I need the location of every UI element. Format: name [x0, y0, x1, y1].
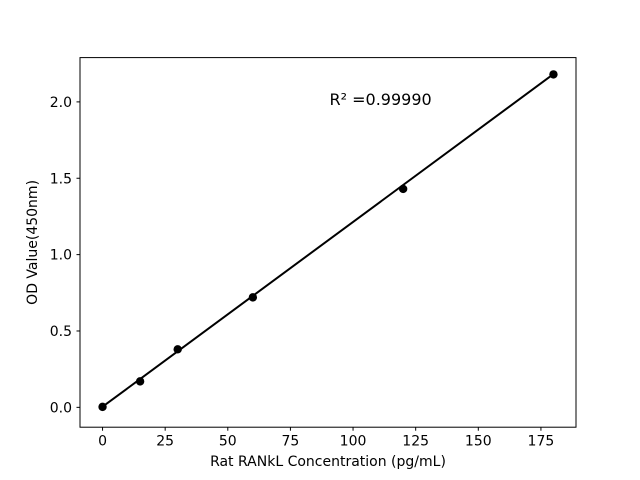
fit-line-segment [101, 73, 555, 408]
y-axis-label: OD Value(450nm) [25, 180, 41, 305]
x-axis-ticks: 0 25 50 75 100 125 150 175 [98, 427, 554, 450]
data-point [549, 70, 558, 79]
data-point [173, 345, 182, 354]
x-tick-label: 125 [402, 434, 429, 450]
data-series [98, 70, 558, 412]
x-tick-label: 150 [465, 434, 492, 450]
x-tick-label: 0 [98, 434, 107, 450]
r-squared-annotation: R² =0.99990 [330, 90, 432, 109]
data-point [98, 402, 107, 412]
x-tick-label: 100 [340, 434, 367, 450]
y-tick-label: 0.5 [50, 324, 72, 340]
plot-area-frame [79, 57, 577, 428]
y-axis-ticks: 0.0 0.5 1.0 1.5 2.0 [50, 95, 80, 416]
y-tick-label: 1.0 [50, 248, 72, 264]
data-point [248, 293, 258, 302]
x-tick-label: 50 [219, 434, 237, 450]
y-tick-label: 2.0 [50, 95, 72, 111]
x-tick-label: 75 [282, 434, 300, 450]
x-tick-label: 175 [528, 434, 555, 450]
data-point [135, 377, 145, 386]
fit-line [101, 73, 555, 408]
x-axis-label: Rat RANkL Concentration (pg/mL) [210, 454, 446, 470]
y-tick-label: 1.5 [50, 171, 72, 187]
y-tick-label: 0.0 [50, 400, 72, 416]
data-point [398, 184, 408, 194]
x-tick-label: 25 [156, 434, 174, 450]
